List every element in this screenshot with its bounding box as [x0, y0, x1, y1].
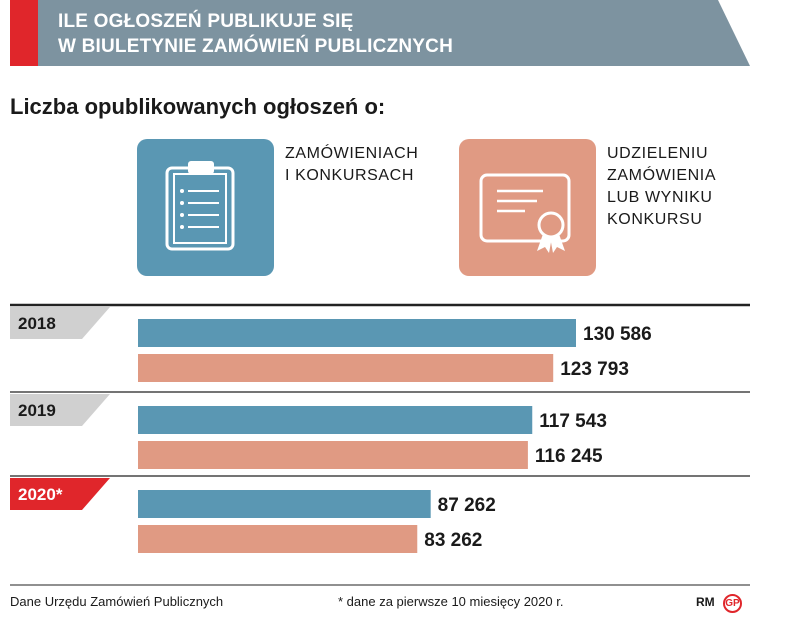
legend-label-orders: ZAMÓWIENIACH I KONKURSACH: [285, 143, 418, 187]
legend-swatch-orders: [137, 139, 274, 276]
legend-label-line: KONKURSU: [607, 211, 703, 228]
year-tab: [10, 394, 110, 426]
bar: [138, 525, 418, 553]
year-label: 2019: [18, 401, 56, 420]
header-banner: ILE OGŁOSZEŃ PUBLIKUJE SIĘ W BIULETYNIE …: [0, 0, 750, 66]
year-tab: [10, 478, 110, 510]
legend-label-line: I KONKURSACH: [285, 167, 414, 184]
bar: [138, 354, 554, 382]
gp-logo-icon: GP: [723, 594, 743, 613]
data-label: 130 586: [583, 324, 652, 345]
header-background: [10, 0, 750, 66]
year-label: 2018: [18, 314, 56, 333]
bar: [138, 490, 431, 518]
legend-swatch-awards: [459, 139, 596, 276]
legend-label-line: ZAMÓWIENIACH: [285, 145, 419, 162]
author-initials: RM: [696, 595, 715, 609]
clipboard-icon: [165, 161, 235, 251]
bar: [138, 406, 533, 434]
data-label: 83 262: [424, 530, 482, 551]
legend-label-line: LUB WYNIKU: [607, 189, 713, 206]
certificate-icon: [479, 173, 571, 253]
chart-title: ILE OGŁOSZEŃ PUBLIKUJE SIĘ W BIULETYNIE …: [58, 9, 453, 59]
data-label: 123 793: [560, 359, 629, 380]
legend-label-line: ZAMÓWIENIA: [607, 167, 717, 184]
data-label: 117 543: [539, 411, 607, 432]
publisher-logo: RM GP: [696, 594, 743, 613]
bar: [138, 319, 576, 347]
chart-title-line1: ILE OGŁOSZEŃ PUBLIKUJE SIĘ: [58, 11, 354, 32]
chart-title-line2: W BIULETYNIE ZAMÓWIEŃ PUBLICZNYCH: [58, 36, 454, 57]
legend-label-awards: UDZIELENIU ZAMÓWIENIA LUB WYNIKU KONKURS…: [607, 143, 716, 231]
data-label: 87 262: [438, 495, 496, 516]
data-label: 116 245: [535, 446, 603, 467]
bar: [138, 441, 528, 469]
footnote: * dane za pierwsze 10 miesięcy 2020 r.: [338, 594, 564, 609]
year-tab: [10, 307, 110, 339]
source-note: Dane Urzędu Zamówień Publicznych: [10, 594, 224, 609]
year-label: 2020*: [18, 485, 63, 504]
legend-label-line: UDZIELENIU: [607, 145, 709, 162]
chart-subtitle: Liczba opublikowanych ogłoszeń o:: [10, 94, 386, 119]
